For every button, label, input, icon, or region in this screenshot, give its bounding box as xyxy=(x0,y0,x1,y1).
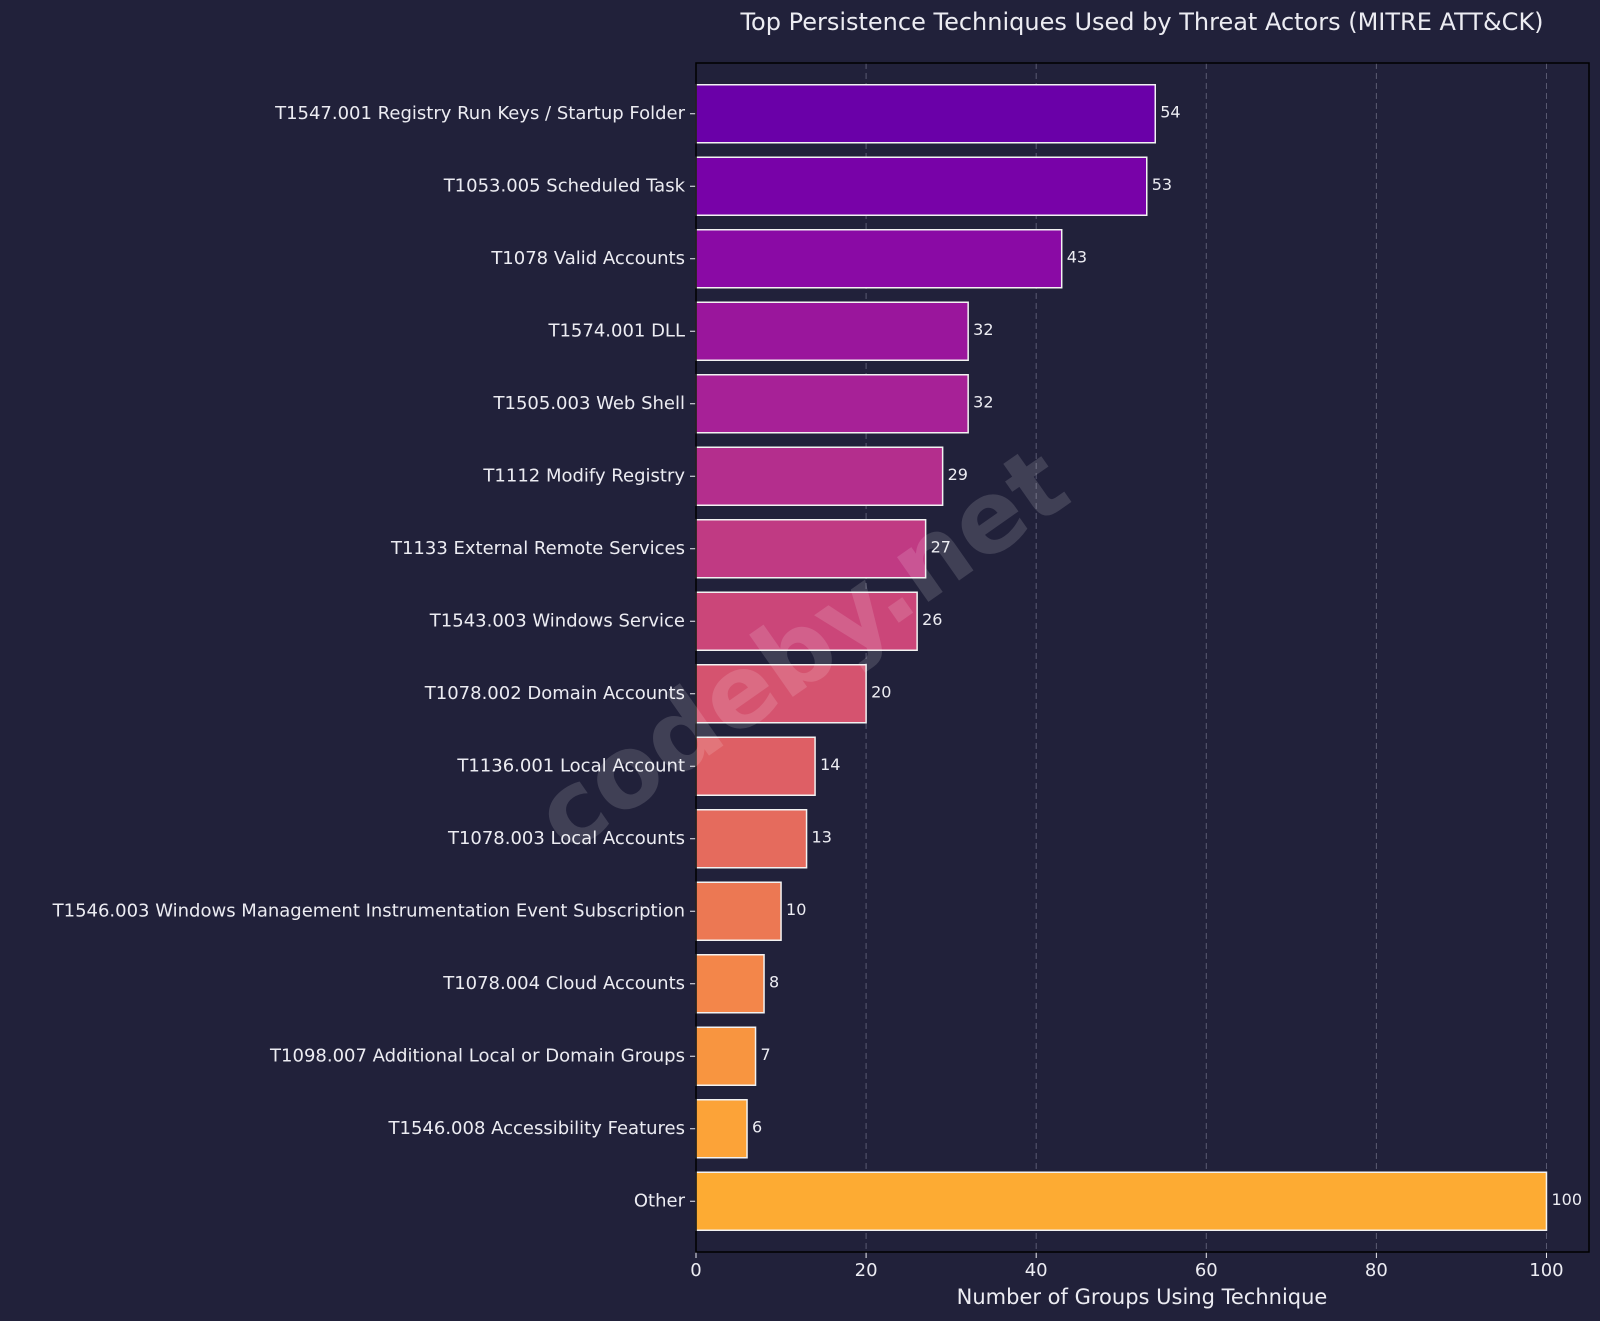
value-label: 43 xyxy=(1067,247,1087,266)
plot-frame xyxy=(695,62,1590,1253)
value-label: 32 xyxy=(973,320,993,339)
value-label: 53 xyxy=(1152,175,1172,194)
y-tick-label: T1078 Valid Accounts xyxy=(490,248,685,269)
value-label: 29 xyxy=(948,465,968,484)
chart-title: Top Persistence Techniques Used by Threa… xyxy=(739,8,1543,36)
value-label: 13 xyxy=(812,827,832,846)
bar xyxy=(695,84,1157,144)
y-tick-label: T1078.004 Cloud Accounts xyxy=(442,973,685,994)
y-tick-label: Other xyxy=(634,1190,686,1211)
y-tick-label: T1053.005 Scheduled Task xyxy=(443,175,686,196)
y-tick-label: T1505.003 Web Shell xyxy=(493,393,685,414)
bar xyxy=(695,374,969,434)
x-tick-label: 100 xyxy=(1529,1260,1563,1281)
y-tick-label: T1136.001 Local Account xyxy=(456,755,685,776)
value-label: 14 xyxy=(820,755,840,774)
x-tick-label: 40 xyxy=(1025,1260,1048,1281)
x-tick-label: 60 xyxy=(1195,1260,1218,1281)
bar xyxy=(695,1026,757,1086)
y-tick-label: T1078.003 Local Accounts xyxy=(447,828,685,849)
value-label: 54 xyxy=(1160,102,1180,121)
x-tick-label: 80 xyxy=(1365,1260,1388,1281)
y-tick-label: T1112 Modify Registry xyxy=(482,465,685,486)
y-tick-label: T1098.007 Additional Local or Domain Gro… xyxy=(269,1045,685,1066)
value-label: 27 xyxy=(931,537,951,556)
x-tick-label: 20 xyxy=(855,1260,878,1281)
x-axis-label: Number of Groups Using Technique xyxy=(957,1285,1328,1309)
bar xyxy=(695,809,808,869)
bar xyxy=(695,954,765,1014)
bar xyxy=(695,156,1148,216)
value-label: 20 xyxy=(871,682,891,701)
value-label: 6 xyxy=(752,1117,762,1136)
value-label: 100 xyxy=(1551,1190,1582,1209)
bar xyxy=(695,591,918,651)
y-tick-label: T1078.002 Domain Accounts xyxy=(424,683,685,704)
value-label: 7 xyxy=(761,1045,771,1064)
value-label: 10 xyxy=(786,900,806,919)
bar xyxy=(695,664,867,724)
y-tick-label: T1133 External Remote Services xyxy=(390,538,685,559)
y-tick-label: T1574.001 DLL xyxy=(547,320,685,341)
bar xyxy=(695,1099,748,1159)
y-tick-label: T1546.008 Accessibility Features xyxy=(388,1118,685,1139)
bar xyxy=(695,229,1063,289)
value-label: 26 xyxy=(922,610,942,629)
y-tick-label: T1547.001 Registry Run Keys / Startup Fo… xyxy=(274,103,686,124)
x-tick-label: 0 xyxy=(690,1260,701,1281)
y-tick-label: T1543.003 Windows Service xyxy=(429,610,685,631)
bar xyxy=(695,301,969,361)
bar xyxy=(695,1171,1548,1231)
bar xyxy=(695,446,944,506)
y-tick-label: T1546.003 Windows Management Instrumenta… xyxy=(52,900,685,921)
value-label: 8 xyxy=(769,972,779,991)
value-label: 32 xyxy=(973,392,993,411)
bar xyxy=(695,881,782,941)
bar xyxy=(695,736,816,796)
